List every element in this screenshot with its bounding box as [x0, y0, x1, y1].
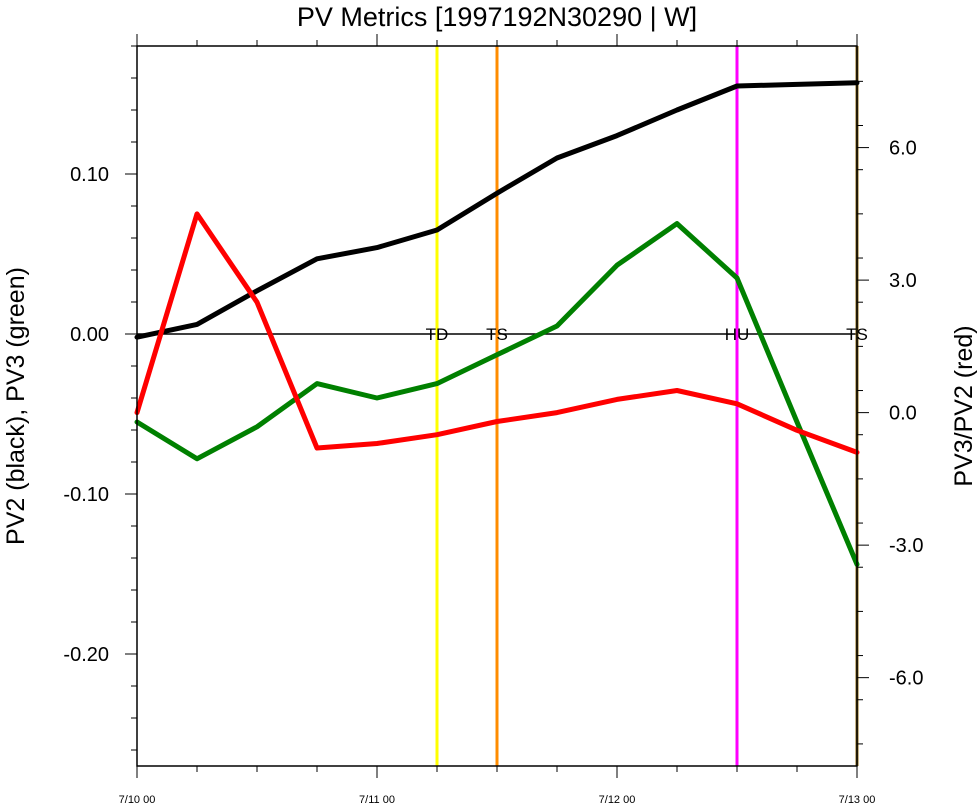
pv3-line	[134, 221, 860, 567]
chart-title: PV Metrics [1997192N30290 | W]	[297, 2, 697, 32]
x-tick-label: 7/11 00	[359, 794, 395, 805]
left-tick-label: 0.10	[70, 164, 109, 186]
event-label-hu-2: HU	[725, 325, 750, 344]
x-tick-label: 7/12 00	[599, 794, 636, 805]
pv2-line	[134, 80, 860, 340]
right-tick-label: -6.0	[889, 668, 923, 690]
left-tick-label: 0.00	[70, 324, 109, 346]
axes: TD TS HU TS0.100.00-0.10-0.206.03.00.0-3.0-…	[63, 34, 923, 805]
right-tick-label: 6.0	[889, 138, 917, 160]
right-tick-label: -3.0	[889, 535, 923, 557]
left-tick-label: -0.10	[63, 484, 109, 506]
event-label-ts-1: TS	[486, 325, 508, 344]
x-tick-label: 7/13 00	[839, 794, 876, 805]
pv3-pv2-ratio-line	[134, 211, 860, 455]
right-tick-label: 0.0	[889, 403, 917, 425]
right-tick-label: 3.0	[889, 270, 917, 292]
event-lines	[435, 46, 859, 766]
series-lines	[134, 80, 860, 567]
left-axis-label: PV2 (black), PV3 (green)	[2, 267, 30, 545]
right-axis-label: PV3/PV2 (red)	[950, 325, 978, 486]
left-tick-label: -0.20	[63, 644, 109, 666]
event-label-td-0: TD	[426, 325, 449, 344]
x-tick-label: 7/10 00	[119, 794, 156, 805]
